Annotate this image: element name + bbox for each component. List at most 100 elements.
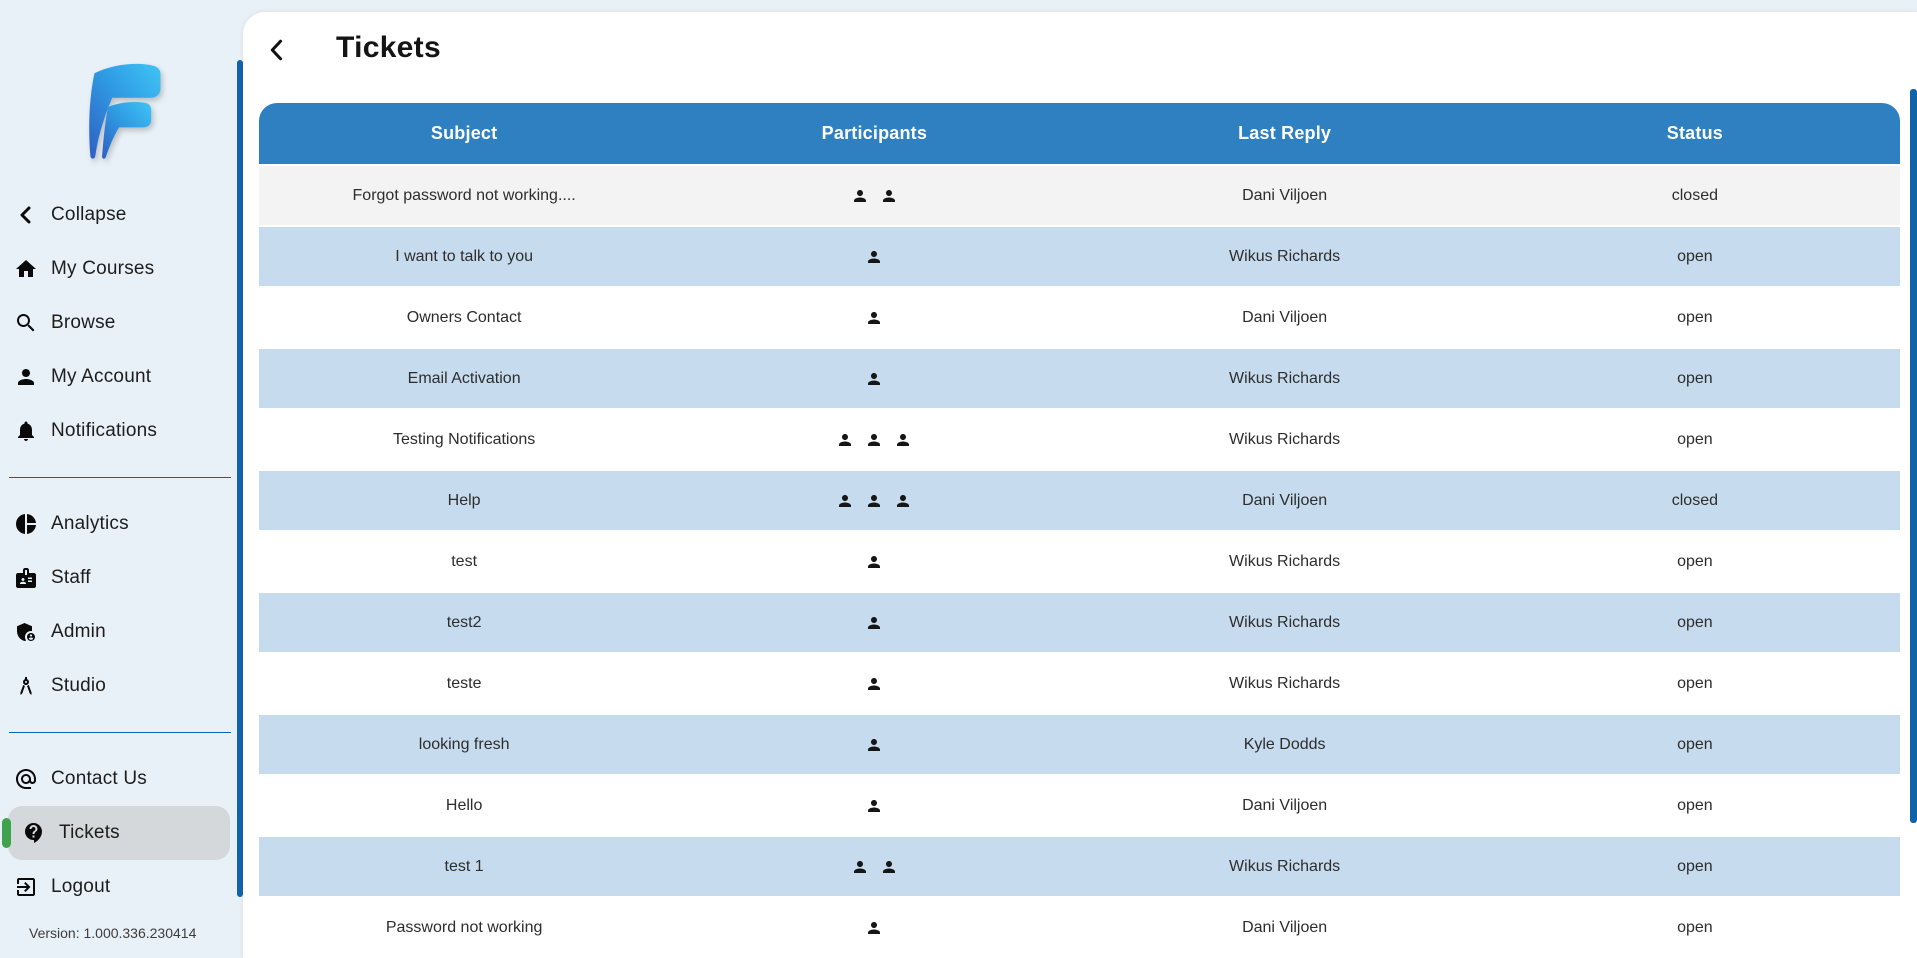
ticket-row[interactable]: Password not working Dani Viljoen open	[259, 898, 1900, 957]
ticket-row[interactable]: Hello Dani Viljoen open	[259, 776, 1900, 835]
sidebar-item-label: My Courses	[51, 258, 155, 279]
sidebar-item-label: Browse	[51, 312, 116, 333]
ticket-subject: Password not working	[385, 918, 543, 936]
main-content-card: Tickets Subject Participants Last Reply Sta…	[243, 12, 1917, 958]
ticket-status: open	[1677, 552, 1713, 570]
ticket-last-reply: Wikus Richards	[1229, 369, 1341, 387]
sidebar-item-staff[interactable]: Staff	[0, 551, 237, 605]
sidebar-item-logout[interactable]: Logout	[0, 860, 237, 914]
help-bubble-icon	[21, 820, 47, 846]
ticket-row[interactable]: I want to talk to you Wikus Richards open	[259, 227, 1900, 286]
ticket-last-reply: Wikus Richards	[1229, 552, 1341, 570]
ticket-last-reply: Dani Viljoen	[1242, 796, 1328, 814]
ticket-participants	[669, 553, 1079, 571]
home-icon	[13, 256, 39, 282]
ticket-row[interactable]: Owners Contact Dani Viljoen open	[259, 288, 1900, 347]
ticket-participants	[669, 370, 1079, 388]
participant-person-icon	[851, 187, 869, 205]
ticket-row[interactable]: Forgot password not working.... Dani Vilj…	[259, 166, 1900, 225]
ticket-subject: test 1	[444, 857, 484, 875]
ticket-subject: teste	[446, 674, 482, 692]
sidebar-item-my-account[interactable]: My Account	[0, 350, 237, 404]
sidebar: Collapse My Courses Browse My Account Notif…	[0, 0, 237, 948]
participant-person-icon	[865, 370, 883, 388]
ticket-status: open	[1677, 796, 1713, 814]
ticket-status: open	[1677, 613, 1713, 631]
sidebar-item-contact-us[interactable]: Contact Us	[0, 752, 237, 806]
ticket-status: open	[1677, 308, 1713, 326]
admin-shield-icon	[13, 619, 39, 645]
content-accent-bar	[237, 60, 243, 897]
ticket-status: open	[1677, 430, 1713, 448]
ticket-status: open	[1677, 735, 1713, 753]
sidebar-item-collapse[interactable]: Collapse	[0, 188, 237, 242]
sidebar-item-notifications[interactable]: Notifications	[0, 404, 237, 458]
ticket-row[interactable]: test 1 Wikus Richards open	[259, 837, 1900, 896]
ticket-status: open	[1677, 247, 1713, 265]
ticket-row[interactable]: test Wikus Richards open	[259, 532, 1900, 591]
ticket-last-reply: Wikus Richards	[1229, 857, 1341, 875]
ticket-last-reply: Wikus Richards	[1229, 430, 1341, 448]
participant-person-icon	[865, 675, 883, 693]
ticket-row[interactable]: Email Activation Wikus Richards open	[259, 349, 1900, 408]
ticket-subject: looking fresh	[418, 735, 510, 753]
ticket-last-reply: Wikus Richards	[1229, 247, 1341, 265]
sidebar-divider	[9, 732, 231, 733]
active-indicator	[2, 818, 11, 848]
column-header-subject: Subject	[430, 123, 498, 143]
ticket-row[interactable]: test2 Wikus Richards open	[259, 593, 1900, 652]
column-header-status: Status	[1666, 123, 1723, 143]
sidebar-item-label: Analytics	[51, 513, 129, 534]
vertical-scrollbar-thumb[interactable]	[1910, 89, 1917, 823]
participant-person-icon	[865, 919, 883, 937]
sidebar-item-admin[interactable]: Admin	[0, 605, 237, 659]
ticket-last-reply: Wikus Richards	[1229, 613, 1341, 631]
table-body: Forgot password not working.... Dani Vilj…	[259, 166, 1900, 957]
participant-person-icon	[865, 248, 883, 266]
sidebar-item-my-courses[interactable]: My Courses	[0, 242, 237, 296]
ticket-status: closed	[1671, 491, 1718, 509]
sidebar-item-label: Logout	[51, 876, 111, 897]
ticket-last-reply: Dani Viljoen	[1242, 308, 1328, 326]
sidebar-item-tickets[interactable]: Tickets	[2, 806, 230, 860]
ticket-participants	[669, 858, 1079, 876]
ticket-row[interactable]: teste Wikus Richards open	[259, 654, 1900, 713]
ticket-status: open	[1677, 674, 1713, 692]
ticket-participants	[669, 919, 1079, 937]
column-header-last-reply: Last Reply	[1238, 123, 1332, 143]
chevron-left-icon	[270, 39, 283, 61]
ticket-subject: Forgot password not working....	[352, 186, 576, 204]
ticket-participants	[669, 309, 1079, 327]
ticket-participants	[669, 492, 1079, 510]
participant-person-icon	[865, 553, 883, 571]
ticket-status: open	[1677, 918, 1713, 936]
ticket-last-reply: Dani Viljoen	[1242, 491, 1328, 509]
participant-person-icon	[836, 431, 854, 449]
ticket-last-reply: Wikus Richards	[1229, 674, 1341, 692]
back-button[interactable]	[261, 34, 293, 66]
badge-icon	[13, 565, 39, 591]
ticket-last-reply: Dani Viljoen	[1242, 918, 1328, 936]
participant-person-icon	[865, 431, 883, 449]
tickets-table: Subject Participants Last Reply Status Forg…	[259, 103, 1900, 957]
sidebar-item-label: My Account	[51, 366, 152, 387]
ticket-row[interactable]: Help Dani Viljoen closed	[259, 471, 1900, 530]
sidebar-item-analytics[interactable]: Analytics	[0, 497, 237, 551]
ticket-row[interactable]: Testing Notifications Wikus Richards open	[259, 410, 1900, 469]
sidebar-item-label: Studio	[51, 675, 107, 696]
sidebar-item-label: Admin	[51, 621, 106, 642]
at-sign-icon	[13, 766, 39, 792]
ticket-last-reply: Kyle Dodds	[1243, 735, 1326, 753]
participant-person-icon	[865, 492, 883, 510]
ticket-participants	[669, 736, 1079, 754]
ticket-subject: Testing Notifications	[392, 430, 536, 448]
sidebar-item-studio[interactable]: Studio	[0, 659, 237, 713]
participant-person-icon	[865, 797, 883, 815]
participant-person-icon	[836, 492, 854, 510]
sidebar-item-browse[interactable]: Browse	[0, 296, 237, 350]
ticket-row[interactable]: looking fresh Kyle Dodds open	[259, 715, 1900, 774]
logo-f-icon	[88, 63, 160, 159]
participant-person-icon	[894, 492, 912, 510]
ticket-subject: Email Activation	[407, 369, 521, 387]
ticket-participants	[669, 248, 1079, 266]
